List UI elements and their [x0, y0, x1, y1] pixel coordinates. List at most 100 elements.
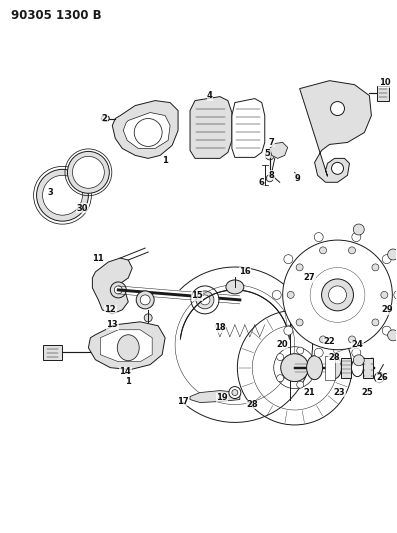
Ellipse shape — [136, 291, 154, 309]
Ellipse shape — [287, 292, 294, 298]
Text: 28: 28 — [246, 400, 258, 409]
Text: 1: 1 — [162, 156, 168, 165]
Ellipse shape — [232, 390, 238, 395]
Polygon shape — [190, 96, 232, 158]
Text: 25: 25 — [362, 388, 373, 397]
Text: 3: 3 — [48, 188, 53, 197]
Ellipse shape — [297, 381, 304, 388]
Text: 26: 26 — [376, 373, 388, 382]
Polygon shape — [270, 142, 288, 158]
Ellipse shape — [328, 357, 341, 378]
Ellipse shape — [297, 347, 304, 354]
Text: 29: 29 — [382, 305, 393, 314]
Polygon shape — [93, 258, 132, 314]
Ellipse shape — [37, 169, 89, 221]
Ellipse shape — [296, 319, 303, 326]
Ellipse shape — [42, 175, 83, 215]
Ellipse shape — [200, 295, 210, 305]
Ellipse shape — [387, 249, 397, 260]
Ellipse shape — [372, 264, 379, 271]
Ellipse shape — [320, 247, 326, 254]
Polygon shape — [378, 86, 389, 101]
Text: 22: 22 — [324, 337, 335, 346]
Ellipse shape — [329, 286, 347, 304]
Text: 28: 28 — [329, 353, 340, 362]
Text: 15: 15 — [191, 292, 203, 301]
Ellipse shape — [351, 359, 363, 377]
Ellipse shape — [277, 375, 283, 382]
Text: 24: 24 — [352, 340, 363, 349]
Ellipse shape — [382, 255, 391, 264]
Ellipse shape — [284, 326, 293, 335]
Text: 19: 19 — [216, 393, 228, 402]
Text: 27: 27 — [304, 273, 316, 282]
Ellipse shape — [309, 364, 316, 371]
Text: 7: 7 — [269, 138, 275, 147]
Ellipse shape — [322, 279, 353, 311]
Ellipse shape — [101, 116, 109, 122]
Text: 10: 10 — [378, 78, 390, 87]
Ellipse shape — [283, 240, 392, 350]
Ellipse shape — [226, 280, 244, 294]
Ellipse shape — [394, 290, 397, 300]
Ellipse shape — [314, 232, 323, 241]
Polygon shape — [100, 330, 152, 362]
Polygon shape — [325, 356, 335, 379]
Text: 18: 18 — [214, 324, 226, 332]
Polygon shape — [112, 101, 178, 158]
Ellipse shape — [353, 355, 364, 366]
Polygon shape — [232, 99, 265, 157]
Text: 6: 6 — [259, 178, 265, 187]
Text: 14: 14 — [119, 367, 131, 376]
Ellipse shape — [272, 290, 281, 300]
Ellipse shape — [140, 295, 150, 305]
Text: 20: 20 — [276, 340, 287, 349]
Ellipse shape — [352, 232, 361, 241]
Ellipse shape — [314, 348, 323, 357]
Ellipse shape — [296, 264, 303, 271]
Text: 9: 9 — [295, 174, 301, 183]
Text: 4: 4 — [207, 91, 213, 100]
Text: 17: 17 — [177, 397, 189, 406]
Text: 23: 23 — [334, 388, 345, 397]
Ellipse shape — [114, 286, 122, 294]
Text: 12: 12 — [104, 305, 116, 314]
Ellipse shape — [331, 163, 343, 174]
Ellipse shape — [144, 314, 152, 322]
Text: 11: 11 — [93, 254, 104, 263]
Ellipse shape — [229, 386, 241, 399]
Ellipse shape — [265, 151, 274, 160]
Text: 5: 5 — [265, 149, 271, 158]
Ellipse shape — [134, 118, 162, 147]
Ellipse shape — [349, 247, 355, 254]
Polygon shape — [190, 391, 240, 402]
Text: 13: 13 — [106, 320, 118, 329]
Ellipse shape — [331, 102, 345, 116]
Text: 90305 1300 B: 90305 1300 B — [11, 9, 101, 22]
Ellipse shape — [281, 354, 308, 382]
Text: 1: 1 — [125, 377, 131, 386]
Ellipse shape — [320, 336, 326, 343]
Text: 2: 2 — [101, 114, 107, 123]
Ellipse shape — [196, 291, 214, 309]
Ellipse shape — [372, 319, 379, 326]
Ellipse shape — [352, 348, 361, 357]
Ellipse shape — [353, 224, 364, 235]
Ellipse shape — [191, 286, 219, 314]
Ellipse shape — [110, 282, 126, 298]
Polygon shape — [300, 80, 371, 182]
Ellipse shape — [67, 151, 109, 193]
Ellipse shape — [284, 255, 293, 264]
Polygon shape — [123, 112, 170, 148]
Text: 8: 8 — [269, 171, 275, 180]
Ellipse shape — [387, 330, 397, 341]
Ellipse shape — [306, 356, 323, 379]
Ellipse shape — [266, 175, 273, 182]
Text: 30: 30 — [77, 204, 88, 213]
Text: 21: 21 — [304, 388, 316, 397]
Ellipse shape — [381, 292, 388, 298]
Polygon shape — [363, 358, 374, 377]
Polygon shape — [89, 322, 165, 370]
Polygon shape — [42, 345, 62, 360]
Ellipse shape — [277, 353, 283, 361]
